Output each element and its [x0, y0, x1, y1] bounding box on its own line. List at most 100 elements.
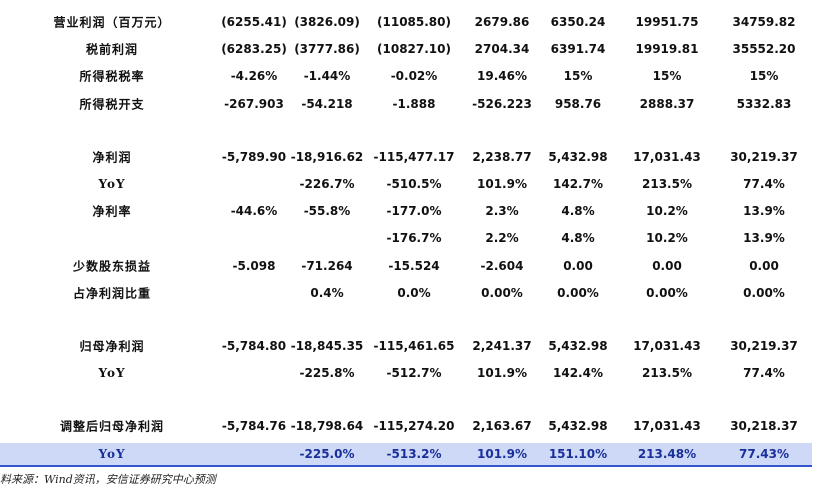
value-cell: 6350.24: [550, 15, 606, 29]
value-cell: -5.098: [232, 258, 276, 273]
row-label: 少数股东损益: [72, 259, 152, 274]
value-cell: (3777.86): [294, 42, 360, 57]
value-cell: 0.00: [563, 258, 593, 273]
value-cell: -5,784.80: [221, 339, 287, 353]
value-cell: 13.9%: [743, 231, 785, 246]
value-cell: -225.0%: [299, 446, 355, 461]
value-cell: 2704.34: [474, 42, 530, 57]
value-cell: (3826.09): [294, 15, 360, 29]
value-cell: 213.48%: [637, 446, 697, 461]
value-cell: -18,845.35: [290, 339, 364, 353]
value-cell: 77.43%: [739, 446, 789, 461]
value-cell: (10827.10): [377, 42, 451, 57]
value-cell: 101.9%: [477, 177, 527, 191]
value-cell: 0.00%: [743, 285, 785, 300]
value-cell: 15%: [749, 69, 779, 84]
row-label: 所得税开支: [79, 97, 145, 112]
row-label: 占净利润比重: [72, 286, 152, 301]
value-cell: 17,031.43: [633, 339, 701, 353]
value-cell: 4.8%: [561, 231, 595, 246]
value-cell: 142.7%: [553, 177, 603, 191]
value-cell: 5,432.98: [548, 149, 608, 164]
value-cell: 151.10%: [548, 446, 608, 461]
value-cell: 10.2%: [646, 204, 688, 219]
value-cell: -115,274.20: [373, 419, 455, 434]
value-cell: 2,238.77: [472, 149, 532, 164]
value-cell: -1.888: [392, 96, 436, 111]
value-cell: 0.4%: [310, 285, 344, 300]
value-cell: -4.26%: [230, 69, 278, 84]
row-label: YoY: [98, 177, 126, 191]
value-cell: -526.223: [472, 96, 532, 111]
value-cell: 2888.37: [639, 96, 695, 111]
value-cell: -55.8%: [303, 204, 351, 219]
row-label: YoY: [98, 446, 126, 461]
value-cell: -513.2%: [386, 446, 442, 461]
value-cell: -225.8%: [299, 366, 355, 381]
value-cell: -0.02%: [390, 69, 438, 84]
value-cell: 0.00: [749, 258, 779, 273]
value-cell: 0.00: [652, 258, 682, 273]
highlight-row: [0, 442, 812, 467]
value-cell: 15%: [563, 69, 593, 84]
value-cell: -115,461.65: [373, 339, 455, 353]
value-cell: -15.524: [388, 258, 440, 273]
value-cell: (6283.25): [221, 42, 287, 57]
value-cell: -44.6%: [230, 204, 278, 219]
value-cell: 4.8%: [561, 204, 595, 219]
footer: 料来源：Wind资讯，安信证券研究中心预测: [0, 473, 216, 486]
value-cell: -177.0%: [386, 204, 442, 219]
value-cell: -1.44%: [303, 69, 351, 84]
value-cell: -512.7%: [386, 366, 442, 381]
value-cell: 19.46%: [477, 69, 527, 84]
value-cell: -510.5%: [386, 177, 442, 191]
value-cell: 30,219.37: [730, 149, 798, 164]
value-cell: -176.7%: [386, 231, 442, 246]
value-cell: -267.903: [224, 96, 284, 111]
row-label: 归母净利润: [79, 339, 145, 354]
row-label: 净利率: [92, 204, 132, 219]
value-cell: -54.218: [301, 96, 353, 111]
value-cell: 30,218.37: [730, 419, 798, 434]
value-cell: 13.9%: [743, 204, 785, 219]
value-cell: 2,241.37: [472, 339, 532, 353]
value-cell: 34759.82: [732, 15, 796, 29]
row-label: 营业利润（百万元）: [53, 15, 171, 30]
value-cell: 77.4%: [743, 366, 785, 381]
row-label: 税前利润: [85, 42, 139, 57]
value-cell: 35552.20: [732, 42, 796, 57]
value-cell: 213.5%: [642, 177, 692, 191]
value-cell: 101.9%: [477, 446, 527, 461]
row-label: 调整后归母净利润: [59, 419, 165, 434]
value-cell: 213.5%: [642, 366, 692, 381]
row-label: 净利润: [92, 150, 132, 165]
value-cell: -5,784.76: [221, 419, 287, 434]
value-cell: 6391.74: [550, 42, 606, 57]
value-cell: 19919.81: [635, 42, 699, 57]
value-cell: 0.00%: [481, 285, 523, 300]
value-cell: 142.4%: [553, 366, 603, 381]
value-cell: 2,163.67: [472, 419, 532, 434]
value-cell: 0.00%: [557, 285, 599, 300]
value-cell: -18,798.64: [290, 419, 364, 434]
value-cell: 5332.83: [736, 96, 792, 111]
value-cell: 5,432.98: [548, 419, 608, 434]
row-label: YoY: [98, 366, 126, 381]
value-cell: 5,432.98: [548, 339, 608, 353]
value-cell: 2.2%: [485, 231, 519, 246]
value-cell: (11085.80): [377, 15, 451, 29]
value-cell: 17,031.43: [633, 419, 701, 434]
value-cell: 15%: [652, 69, 682, 84]
value-cell: 0.00%: [646, 285, 688, 300]
value-cell: 77.4%: [743, 177, 785, 191]
value-cell: 2.3%: [485, 204, 519, 219]
value-cell: -115,477.17: [373, 149, 455, 164]
value-cell: -18,916.62: [290, 149, 364, 164]
value-cell: 17,031.43: [633, 149, 701, 164]
value-cell: -5,789.90: [221, 149, 287, 164]
value-cell: 10.2%: [646, 231, 688, 246]
value-cell: 2679.86: [474, 15, 530, 29]
value-cell: 101.9%: [477, 366, 527, 381]
value-cell: -2.604: [480, 258, 524, 273]
